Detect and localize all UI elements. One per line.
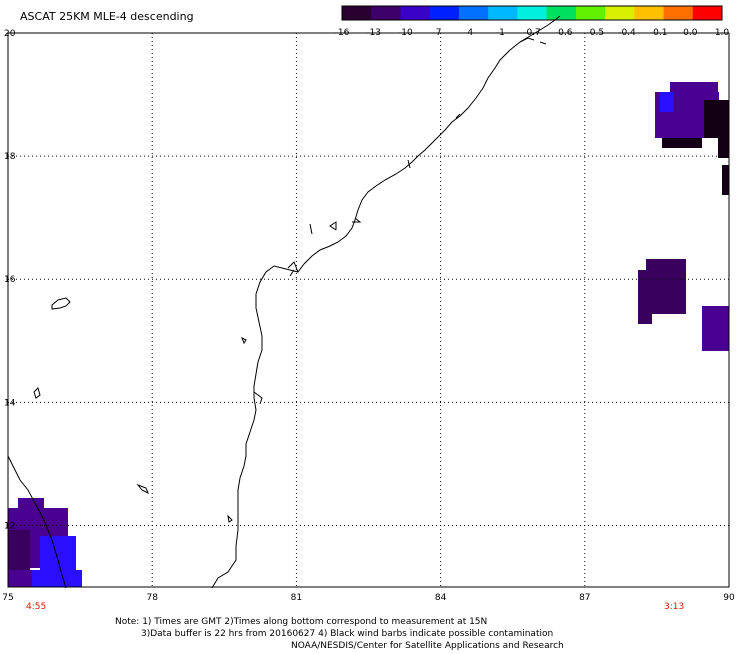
island-left — [51, 297, 71, 310]
swath-cell — [638, 270, 652, 324]
swath-cell — [28, 570, 82, 587]
swath-cell — [8, 570, 32, 587]
lat-tick-label: 12 — [4, 521, 15, 531]
colorbar-frame — [341, 5, 723, 21]
swath-cell — [8, 530, 30, 570]
time-left: 4:55 — [26, 602, 46, 612]
colorbar — [341, 5, 723, 21]
colorbar-segment — [692, 6, 723, 20]
lon-tick-label: 75 — [2, 593, 13, 603]
colorbar-segment — [663, 6, 694, 20]
lat-tick-label: 16 — [4, 275, 16, 285]
swath-cell — [704, 100, 729, 138]
coastline-left — [7, 455, 67, 589]
lat-tick-label: 20 — [4, 29, 16, 39]
coastline-detail — [287, 37, 547, 277]
colorbar-segment — [342, 6, 372, 20]
longitude-tick-labels: 75 78 81 84 87 90 — [2, 593, 735, 603]
lon-tick-label: 90 — [723, 593, 735, 603]
latitude-tick-labels: 20 18 16 14 12 — [4, 29, 16, 531]
lat-tick-label: 18 — [4, 152, 16, 162]
lat-tick-label: 14 — [4, 398, 16, 408]
coastline — [211, 15, 561, 589]
map-grid — [7, 32, 730, 587]
swath-cell — [722, 165, 729, 195]
colorbar-segment — [429, 6, 460, 20]
island-small-1 — [33, 387, 41, 399]
colorbar-segment — [605, 6, 635, 20]
note-line-2: 3)Data buffer is 22 hrs from 20160627 4)… — [141, 629, 553, 639]
lon-tick-label: 84 — [435, 593, 447, 603]
colorbar-segment — [634, 6, 665, 20]
colorbar-segment — [371, 6, 401, 20]
colorbar-segment — [546, 6, 577, 20]
map-frame — [7, 32, 730, 588]
lon-tick-label: 87 — [579, 593, 590, 603]
colorbar-segment — [575, 6, 606, 20]
scatterometer-swaths — [8, 82, 729, 587]
swath-cell — [718, 138, 729, 158]
swath-cell — [646, 259, 686, 314]
time-right: 3:13 — [664, 602, 684, 612]
map-title: ASCAT 25KM MLE-4 descending — [20, 10, 194, 23]
island-small-2 — [136, 483, 149, 495]
swath-cell — [662, 138, 702, 148]
note-line-1: Note: 1) Times are GMT 2)Times along bot… — [115, 617, 487, 627]
colorbar-segment — [400, 6, 431, 20]
lon-tick-label: 78 — [146, 593, 158, 603]
swath-cell — [670, 82, 718, 94]
swath-cell — [660, 92, 674, 112]
note-line-3: NOAA/NESDIS/Center for Satellite Applica… — [291, 641, 564, 650]
colorbar-segment — [517, 6, 548, 20]
swath-cell — [40, 536, 76, 576]
colorbar-segment — [488, 6, 518, 20]
colorbar-segment — [458, 6, 489, 20]
lon-tick-label: 81 — [291, 593, 302, 603]
swath-cell — [702, 306, 729, 351]
